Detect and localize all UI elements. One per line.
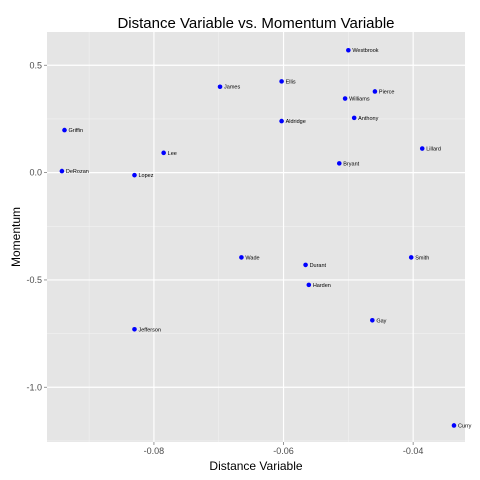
data-point xyxy=(279,79,284,84)
data-point xyxy=(346,47,351,53)
data-point-label: Curry xyxy=(458,423,472,429)
x-axis-label: Distance Variable xyxy=(209,459,302,473)
data-point-label: Westbrook xyxy=(352,48,378,54)
data-point-label: Lillard xyxy=(426,147,441,153)
x-tick-label: -0.08 xyxy=(144,446,165,456)
data-point xyxy=(62,127,67,133)
data-point xyxy=(132,327,137,332)
y-tick-label: -1.0 xyxy=(26,382,42,392)
data-point xyxy=(279,118,284,124)
data-point-label: Bryant xyxy=(343,161,359,167)
axis-ticks: -0.08 -0.06 -0.04 -1.0 -0.5 0.0 0.5 xyxy=(26,60,423,456)
chart-title: Distance Variable vs. Momentum Variable xyxy=(117,15,394,32)
data-point xyxy=(306,282,312,288)
y-tick-label: 0.0 xyxy=(29,168,42,178)
data-point xyxy=(161,150,166,156)
data-point-label: Harden xyxy=(313,283,331,289)
data-point-label: Smith xyxy=(415,255,429,261)
data-point-label: Gay xyxy=(376,318,386,324)
y-tick-label: -0.5 xyxy=(26,275,42,285)
data-point-label: James xyxy=(224,85,240,91)
minor-gridlines xyxy=(47,32,465,442)
data-point xyxy=(408,255,414,260)
data-point xyxy=(303,262,308,268)
data-point-label: Durant xyxy=(310,263,327,269)
data-point xyxy=(132,172,137,178)
data-point xyxy=(419,146,425,151)
y-tick-label: 0.5 xyxy=(29,60,42,70)
point-labels: Westbrook Ellis James Pierce Williams Anthony… xyxy=(66,48,472,429)
data-point xyxy=(370,317,375,323)
data-point xyxy=(239,255,244,260)
data-point xyxy=(336,161,342,166)
y-axis-label: Momentum xyxy=(9,207,23,267)
data-point-label: Aldridge xyxy=(286,119,306,125)
data-point xyxy=(351,115,357,121)
data-point xyxy=(342,96,348,101)
data-points xyxy=(59,47,457,428)
data-point xyxy=(451,423,457,428)
data-point-label: Griffin xyxy=(68,128,83,134)
data-point-label: Jefferson xyxy=(138,327,161,333)
data-point-label: Lopez xyxy=(138,173,153,179)
data-point-label: Ellis xyxy=(286,79,296,85)
data-point-label: Pierce xyxy=(379,89,395,95)
major-gridlines xyxy=(47,32,465,442)
data-point-label: Anthony xyxy=(358,116,378,122)
x-tick-label: -0.04 xyxy=(403,446,424,456)
data-point xyxy=(217,84,223,90)
data-point-label: Wade xyxy=(245,255,259,261)
x-tick-label: -0.06 xyxy=(273,446,294,456)
data-point-label: Lee xyxy=(168,151,177,157)
data-point xyxy=(59,168,65,174)
data-point-label: DeRozan xyxy=(66,169,89,175)
data-point-label: Williams xyxy=(349,97,370,103)
data-point xyxy=(372,89,378,94)
plot-panel xyxy=(47,32,465,442)
